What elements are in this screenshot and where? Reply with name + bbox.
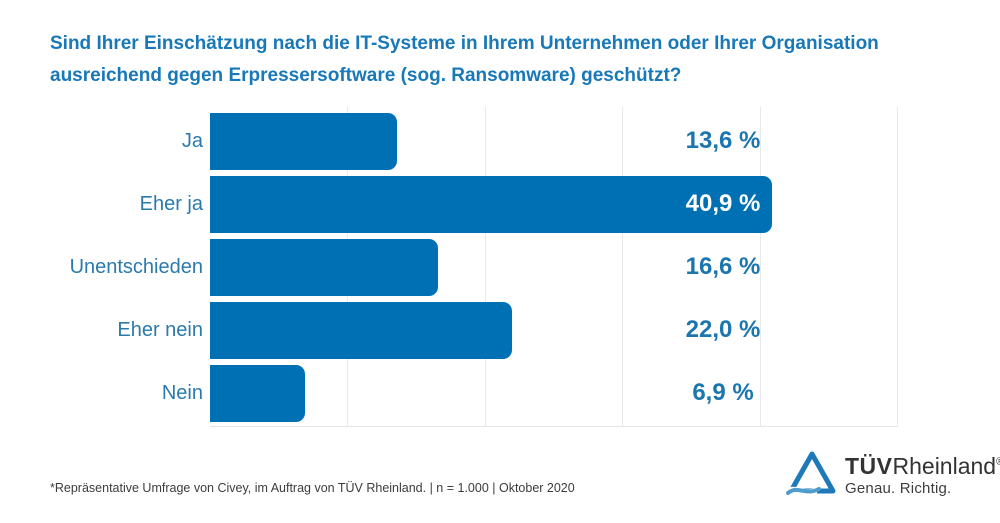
- registered-trademark-icon: ®: [996, 456, 1000, 468]
- tuv-rheinland-logo: TÜVRheinland® Genau. Richtig.: [786, 449, 1000, 503]
- bar: [210, 239, 439, 296]
- bar: [210, 302, 513, 359]
- value-label: 6,9 %: [692, 379, 754, 406]
- gridline: [484, 107, 486, 427]
- value-label: 13,6 %: [685, 127, 761, 154]
- tuv-triangle-icon: [786, 451, 836, 503]
- footnote: *Repräsentative Umfrage von Civey, im Au…: [50, 481, 575, 495]
- category-label: Unentschieden: [69, 256, 203, 278]
- x-axis-line: [210, 426, 897, 427]
- category-label: Nein: [161, 382, 203, 404]
- category-label: Eher ja: [139, 193, 203, 215]
- logo-tagline: Genau. Richtig.: [845, 480, 952, 497]
- page-title: Sind Ihrer Einschätzung nach die IT-Syst…: [50, 28, 960, 92]
- category-label: Eher nein: [117, 319, 203, 341]
- page-title-line-2: ausreichend gegen Erpressersoftware (sog…: [50, 65, 682, 86]
- value-label: 16,6 %: [685, 253, 761, 280]
- value-label: 22,0 %: [685, 316, 761, 343]
- logo-text: TÜVRheinland® Genau. Richtig.: [845, 449, 1000, 497]
- gridline: [622, 107, 624, 427]
- value-label: 40,9 %: [685, 190, 761, 217]
- page-title-line-1: Sind Ihrer Einschätzung nach die IT-Syst…: [50, 33, 879, 54]
- bar-chart: Ja 13,6 % Eher ja 40,9 % Unentschieden 16,6 %…: [50, 107, 900, 427]
- bar: [210, 113, 397, 170]
- bar: [210, 176, 772, 233]
- logo-brand-bold: TÜV: [845, 453, 893, 479]
- category-label: Ja: [181, 130, 203, 152]
- gridline: [759, 107, 761, 427]
- bar: [210, 365, 305, 422]
- logo-brand-regular: Rheinland: [892, 453, 997, 479]
- logo-wordmark: TÜVRheinland®: [845, 449, 1000, 479]
- gridline: [897, 107, 898, 427]
